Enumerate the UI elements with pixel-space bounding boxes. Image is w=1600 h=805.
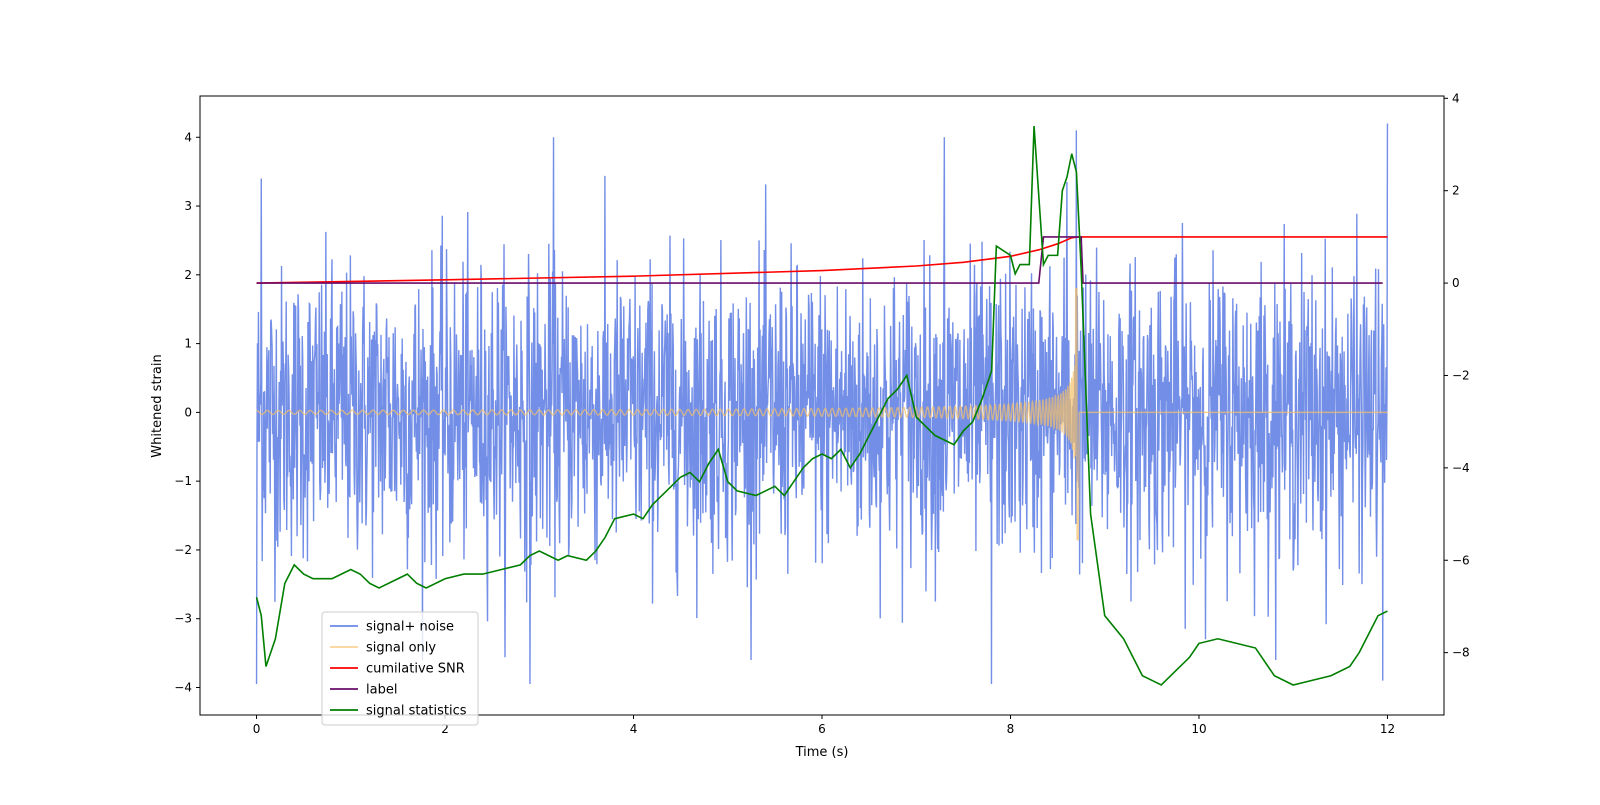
- legend-label: label: [366, 683, 397, 698]
- x-tick-label: 12: [1380, 722, 1395, 736]
- legend: signal+ noise signal only cumilative SNR la…: [321, 611, 479, 726]
- x-tick-label: 6: [818, 722, 826, 736]
- y-axis-right: −8 −6 −4 −2 0 2 4: [1444, 91, 1470, 660]
- y2-tick-label: 2: [1452, 184, 1460, 198]
- x-axis-label: Time (s): [795, 745, 849, 760]
- series-signal-noise: [255, 123, 1389, 685]
- y-tick-label: −4: [174, 680, 192, 694]
- x-tick-label: 0: [253, 722, 261, 736]
- y2-tick-label: 4: [1452, 91, 1460, 105]
- series-label: [256, 236, 1383, 284]
- y-tick-label: 3: [184, 199, 192, 213]
- x-tick-label: 2: [441, 722, 449, 736]
- legend-label: cumilative SNR: [366, 662, 465, 677]
- y-tick-label: 0: [184, 405, 192, 419]
- legend-box: [321, 611, 479, 726]
- y2-tick-label: −6: [1452, 553, 1470, 567]
- series-layer: [255, 123, 1389, 686]
- y2-tick-label: −4: [1452, 461, 1470, 475]
- y-tick-label: −1: [174, 474, 192, 488]
- y-tick-label: 2: [184, 268, 192, 282]
- y2-tick-label: −2: [1452, 368, 1470, 382]
- legend-label: signal statistics: [366, 704, 467, 719]
- y2-tick-label: 0: [1452, 276, 1460, 290]
- y-axis-left: −4 −3 −2 −1 0 1 2 3 4: [174, 130, 200, 694]
- series-signal-only: [256, 287, 1388, 541]
- y-tick-label: −2: [174, 543, 192, 557]
- x-tick-label: 10: [1191, 722, 1206, 736]
- x-tick-label: 4: [630, 722, 638, 736]
- legend-label: signal+ noise: [366, 620, 454, 635]
- series-signal-statistics: [255, 125, 1388, 686]
- y2-tick-label: −8: [1452, 646, 1470, 660]
- y-tick-label: 1: [184, 337, 192, 351]
- y-tick-label: −3: [174, 612, 192, 626]
- y-axis-label: Whitened strain: [150, 354, 165, 457]
- legend-label: signal only: [366, 641, 436, 656]
- x-tick-label: 8: [1007, 722, 1015, 736]
- y-tick-label: 4: [184, 130, 192, 144]
